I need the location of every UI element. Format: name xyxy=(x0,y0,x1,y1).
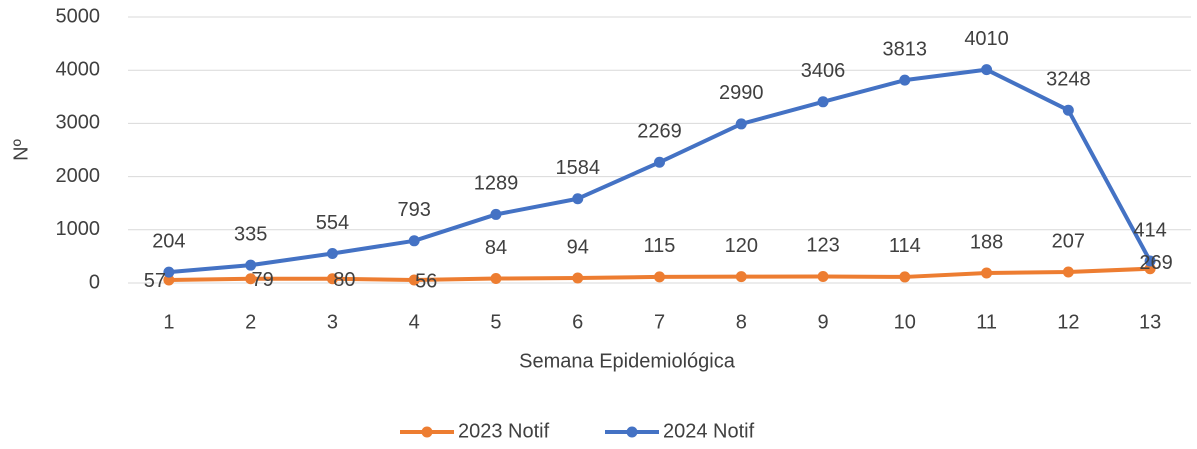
data-label: 57 xyxy=(144,270,166,292)
data-point xyxy=(1144,255,1156,267)
data-point xyxy=(408,274,420,286)
data-point xyxy=(245,273,257,285)
data-point xyxy=(163,274,175,286)
data-point xyxy=(572,272,584,284)
x-tick-label: 7 xyxy=(654,311,665,333)
y-tick-label: 4000 xyxy=(56,58,101,80)
data-label: 3813 xyxy=(883,38,928,60)
data-label: 554 xyxy=(316,212,349,234)
x-tick-label: 9 xyxy=(817,311,828,333)
data-label: 1289 xyxy=(474,173,519,195)
data-point xyxy=(735,271,747,283)
y-tick-label: 2000 xyxy=(56,165,101,187)
data-point xyxy=(326,273,338,285)
data-label: 204 xyxy=(152,230,185,252)
data-label: 3248 xyxy=(1046,68,1091,90)
x-tick-label: 12 xyxy=(1057,311,1079,333)
data-label: 94 xyxy=(567,236,589,258)
x-tick-label: 11 xyxy=(976,311,997,333)
data-point xyxy=(654,271,665,283)
data-label: 3406 xyxy=(801,60,846,82)
x-tick-label: 3 xyxy=(327,311,338,333)
x-tick-label: 5 xyxy=(490,311,501,333)
data-label: 188 xyxy=(970,231,1003,253)
data-label: 114 xyxy=(889,235,921,257)
y-tick-label: 0 xyxy=(89,271,100,293)
data-label: 793 xyxy=(398,199,431,221)
y-axis-label: Nº xyxy=(10,138,32,160)
data-point xyxy=(326,248,338,260)
data-point xyxy=(981,64,993,76)
legend-label: 2024 Notif xyxy=(663,420,755,442)
legend-label: 2023 Notif xyxy=(458,420,550,442)
data-label: 1584 xyxy=(555,157,600,179)
legend-marker xyxy=(626,426,638,438)
x-tick-label: 13 xyxy=(1139,311,1161,333)
data-label: 269 xyxy=(1139,252,1172,274)
data-label: 414 xyxy=(1133,219,1166,241)
data-point xyxy=(1144,263,1156,275)
data-point xyxy=(572,193,584,205)
data-point xyxy=(408,235,420,247)
data-label: 335 xyxy=(234,223,267,245)
x-axis-label: Semana Epidemiológica xyxy=(519,350,736,372)
data-point xyxy=(490,273,502,285)
data-label: 120 xyxy=(725,235,758,257)
data-label: 2990 xyxy=(719,82,764,104)
data-label: 207 xyxy=(1052,230,1085,252)
data-label: 123 xyxy=(806,235,839,257)
data-point xyxy=(1062,104,1074,116)
data-label: 84 xyxy=(485,237,507,259)
y-tick-label: 3000 xyxy=(56,112,101,134)
data-point xyxy=(899,271,911,283)
data-point xyxy=(654,156,665,168)
data-label: 115 xyxy=(644,235,676,257)
data-point xyxy=(1062,266,1074,278)
data-point xyxy=(899,74,911,86)
data-label: 56 xyxy=(415,270,437,292)
x-tick-label: 10 xyxy=(894,311,916,333)
data-label: 2269 xyxy=(637,121,682,143)
x-tick-label: 2 xyxy=(245,311,256,333)
data-point xyxy=(735,118,747,130)
data-point xyxy=(245,259,257,271)
legend-marker xyxy=(421,426,433,438)
data-label: 80 xyxy=(333,269,355,291)
x-tick-label: 6 xyxy=(572,311,583,333)
x-tick-label: 1 xyxy=(163,311,174,333)
data-point xyxy=(163,266,175,278)
x-tick-label: 8 xyxy=(736,311,747,333)
data-point xyxy=(817,96,829,108)
x-tick-label: 4 xyxy=(409,311,420,333)
data-point xyxy=(817,270,829,282)
data-label: 4010 xyxy=(964,28,1009,50)
data-point xyxy=(981,267,993,279)
y-tick-label: 1000 xyxy=(56,218,101,240)
y-tick-label: 5000 xyxy=(56,5,101,27)
data-label: 79 xyxy=(252,269,274,291)
data-point xyxy=(490,208,502,220)
